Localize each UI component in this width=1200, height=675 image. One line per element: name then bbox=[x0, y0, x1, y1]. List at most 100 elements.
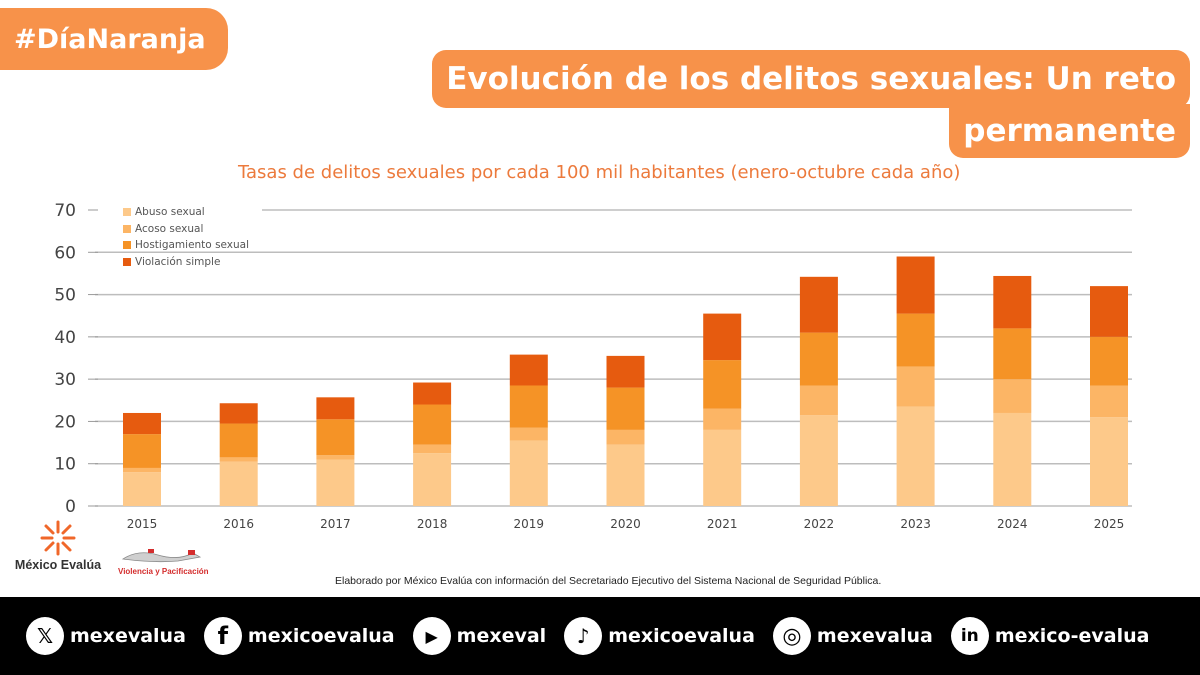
bar-segment bbox=[896, 406, 935, 506]
social-handle: mexevalua bbox=[816, 625, 933, 647]
social-tiktok[interactable]: ♪ mexicoevalua bbox=[564, 617, 755, 655]
bar-segment bbox=[606, 429, 645, 445]
bar-segment bbox=[509, 440, 548, 506]
bar-segment bbox=[509, 354, 548, 386]
x-tick-label: 2022 bbox=[804, 517, 835, 531]
headline-line-1: Evolución de los delitos sexuales: Un re… bbox=[432, 50, 1190, 108]
mexico-evalua-mark-icon bbox=[40, 520, 76, 556]
bar-segment bbox=[219, 457, 258, 462]
source-note: Elaborado por México Evalúa con informac… bbox=[335, 575, 882, 587]
social-instagram[interactable]: ◎ mexevalua bbox=[772, 617, 933, 655]
social-linkedin[interactable]: in mexico-evalua bbox=[950, 617, 1149, 655]
bar-segment bbox=[1090, 286, 1128, 337]
bar-segment bbox=[993, 412, 1032, 506]
x-tick-label: 2025 bbox=[1094, 517, 1125, 531]
legend-swatch bbox=[123, 224, 131, 233]
x-tick-label: 2021 bbox=[707, 517, 738, 531]
legend-swatch bbox=[123, 257, 131, 266]
x-icon: 𝕏 bbox=[26, 617, 64, 655]
bar-segment bbox=[316, 459, 355, 506]
x-tick-label: 2015 bbox=[127, 517, 158, 531]
bar-segment bbox=[123, 472, 161, 506]
y-tick-label: 40 bbox=[54, 328, 76, 348]
bar-segment bbox=[896, 313, 935, 367]
bar-segment bbox=[1090, 417, 1128, 506]
bar-segment bbox=[703, 429, 742, 506]
bar-segment bbox=[993, 275, 1032, 329]
bar-segment bbox=[123, 467, 161, 473]
social-handle: mexeval bbox=[456, 625, 547, 647]
bar-segment bbox=[219, 461, 258, 506]
legend-item-acoso: Acoso sexual bbox=[123, 221, 249, 238]
social-footer: 𝕏 mexevalua f mexicoevalua ▶ mexeval ♪ m… bbox=[0, 597, 1200, 675]
bar-segment bbox=[123, 412, 161, 435]
bar-segment bbox=[509, 427, 548, 441]
social-facebook[interactable]: f mexicoevalua bbox=[203, 617, 395, 655]
instagram-icon: ◎ bbox=[772, 617, 811, 655]
chart-title: Tasas de delitos sexuales por cada 100 m… bbox=[238, 162, 961, 183]
bar-segment bbox=[316, 455, 355, 460]
bar-segment bbox=[509, 385, 548, 428]
y-tick-label: 20 bbox=[54, 412, 76, 432]
headline-line-2: permanente bbox=[949, 104, 1190, 158]
bar-segment bbox=[799, 332, 838, 386]
violencia-pacificacion-wordmark: Violencia y Pacificación bbox=[118, 567, 209, 576]
x-tick-label: 2017 bbox=[320, 517, 351, 531]
x-tick-label: 2023 bbox=[900, 517, 931, 531]
y-tick-label: 50 bbox=[54, 286, 76, 306]
bar-segment bbox=[1090, 385, 1128, 418]
legend-swatch bbox=[123, 241, 131, 250]
violencia-pacificacion-mark-icon bbox=[121, 549, 202, 563]
bars bbox=[123, 256, 1128, 506]
bar-segment bbox=[896, 366, 935, 407]
x-tick-label: 2024 bbox=[997, 517, 1028, 531]
mexico-evalua-wordmark: México Evalúa bbox=[14, 558, 102, 572]
legend-label: Acoso sexual bbox=[135, 222, 204, 235]
hashtag-banner: #DíaNaranja bbox=[0, 8, 228, 70]
y-tick-label: 0 bbox=[65, 497, 76, 517]
legend-label: Abuso sexual bbox=[135, 206, 205, 219]
bar-segment bbox=[219, 423, 258, 458]
bar-segment bbox=[993, 379, 1032, 413]
tiktok-icon: ♪ bbox=[564, 617, 603, 655]
legend-label: Hostigamiento sexual bbox=[135, 239, 250, 252]
stacked-bar-chart: 0 10 20 30 40 50 60 70 2015 2016 2017 2018 2019 2020… bbox=[54, 201, 1132, 531]
bar-segment bbox=[316, 397, 355, 420]
bar-segment bbox=[413, 404, 452, 445]
bar-segment bbox=[219, 403, 258, 424]
bar-segment bbox=[123, 434, 161, 468]
legend-label: Violación simple bbox=[135, 255, 221, 268]
bar-segment bbox=[703, 408, 742, 430]
legend-item-abuso: Abuso sexual bbox=[123, 204, 249, 221]
y-tick-label: 30 bbox=[54, 370, 76, 390]
y-tick-label: 10 bbox=[54, 455, 76, 475]
legend-swatch bbox=[123, 208, 131, 217]
bar-segment bbox=[1090, 336, 1128, 386]
bar-segment bbox=[413, 444, 452, 454]
bar-segment bbox=[993, 328, 1032, 380]
bar-segment bbox=[799, 276, 838, 333]
bar-segment bbox=[606, 444, 645, 506]
linkedin-icon: in bbox=[950, 617, 989, 655]
y-tick-label: 70 bbox=[54, 201, 76, 221]
bar-segment bbox=[413, 382, 452, 405]
bar-segment bbox=[799, 385, 838, 416]
social-x[interactable]: 𝕏 mexevalua bbox=[26, 617, 186, 655]
mexico-evalua-logo: México Evalúa bbox=[8, 518, 108, 572]
bar-segment bbox=[799, 415, 838, 506]
legend-item-violacion: Violación simple bbox=[123, 254, 249, 271]
y-tick-labels: 0 10 20 30 40 50 60 70 bbox=[54, 201, 76, 517]
social-youtube[interactable]: ▶ mexeval bbox=[412, 617, 547, 655]
x-tick-labels: 2015 2016 2017 2018 2019 2020 2021 2022 2023 2024… bbox=[127, 517, 1125, 531]
bar-segment bbox=[413, 453, 452, 506]
facebook-icon: f bbox=[203, 617, 242, 655]
x-tick-label: 2016 bbox=[223, 517, 254, 531]
bar-segment bbox=[703, 313, 742, 361]
social-handle: mexevalua bbox=[70, 625, 186, 647]
chart-legend: Abuso sexual Acoso sexual Hostigamiento … bbox=[123, 204, 249, 270]
bar-segment bbox=[316, 419, 355, 456]
violencia-pacificacion-logo: Violencia y Pacificación bbox=[118, 545, 213, 576]
bar-segment bbox=[896, 256, 935, 314]
bar-segment bbox=[606, 355, 645, 388]
bar-segment bbox=[703, 360, 742, 409]
